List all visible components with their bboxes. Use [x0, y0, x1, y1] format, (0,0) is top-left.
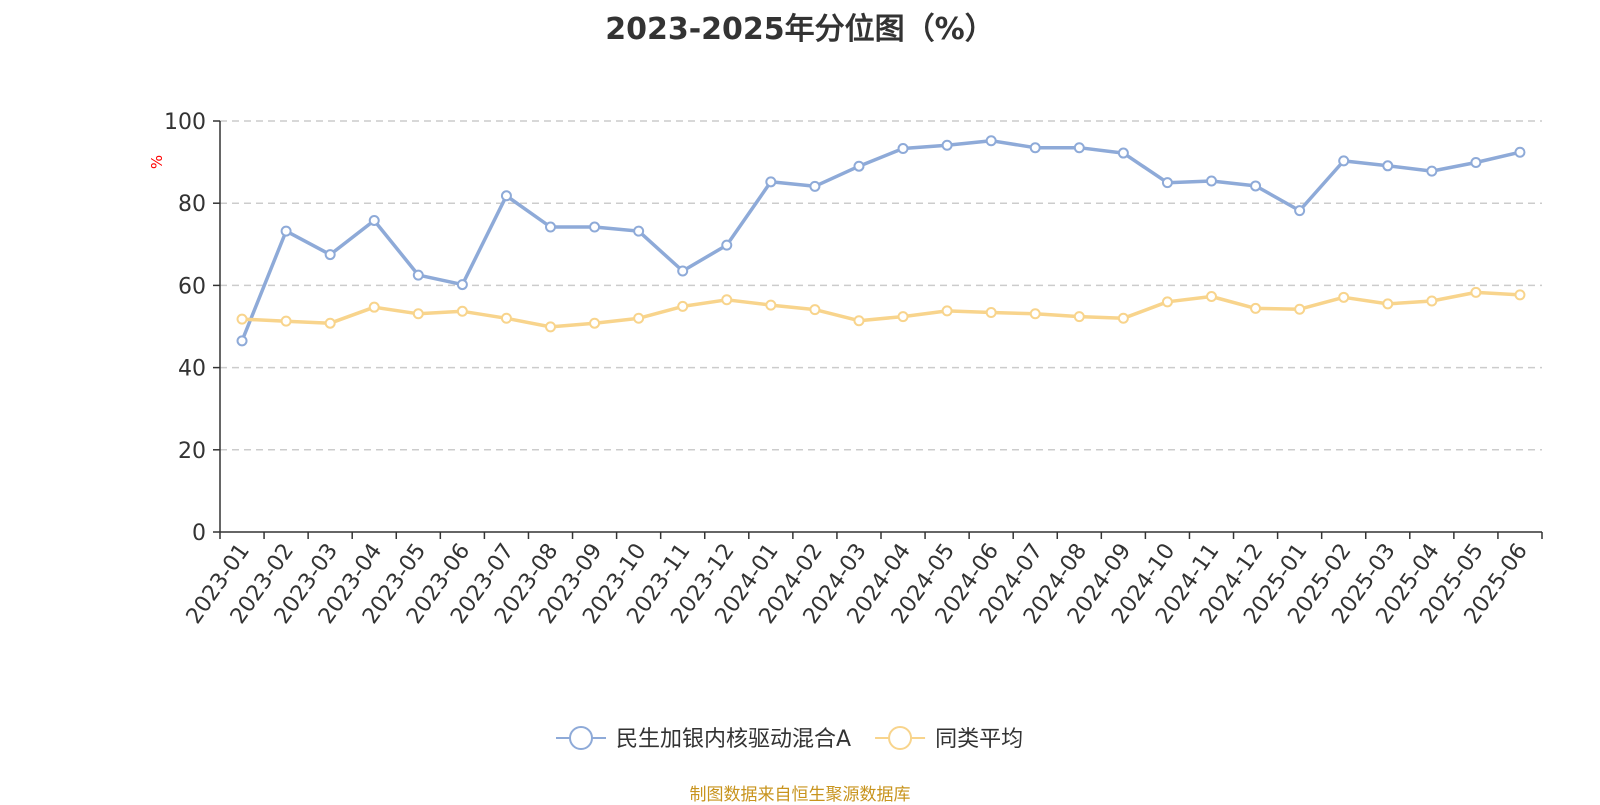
- series-line-1: [241, 290, 1521, 329]
- data-point[interactable]: [633, 225, 645, 237]
- data-point[interactable]: [589, 317, 601, 329]
- y-tick-label: 80: [178, 192, 206, 217]
- legend-item-1[interactable]: 同类平均: [875, 726, 1023, 752]
- data-point[interactable]: [985, 135, 997, 147]
- y-tick-label: 40: [178, 357, 206, 382]
- y-tick-label: 60: [178, 274, 206, 299]
- data-point[interactable]: [280, 225, 292, 237]
- series-lines: [236, 135, 1526, 347]
- data-point[interactable]: [1514, 146, 1526, 158]
- y-tick-label: 20: [178, 439, 206, 464]
- data-point[interactable]: [1382, 160, 1394, 172]
- data-point[interactable]: [1338, 291, 1350, 303]
- data-point[interactable]: [280, 315, 292, 327]
- data-point[interactable]: [324, 317, 336, 329]
- data-point[interactable]: [1117, 147, 1129, 159]
- legend-marker: [569, 726, 593, 750]
- data-point[interactable]: [853, 160, 865, 172]
- data-point[interactable]: [324, 249, 336, 261]
- data-point[interactable]: [1073, 311, 1085, 323]
- data-point[interactable]: [765, 176, 777, 188]
- data-point[interactable]: [1426, 295, 1438, 307]
- data-point[interactable]: [1161, 296, 1173, 308]
- data-point[interactable]: [897, 143, 909, 155]
- data-point[interactable]: [500, 312, 512, 324]
- data-point[interactable]: [1470, 286, 1482, 298]
- data-point[interactable]: [1382, 298, 1394, 310]
- data-point[interactable]: [1294, 205, 1306, 217]
- data-point[interactable]: [456, 305, 468, 317]
- data-point[interactable]: [412, 308, 424, 320]
- legend-item-0[interactable]: 民生加银内核驱动混合A: [556, 726, 851, 752]
- data-point[interactable]: [1029, 308, 1041, 320]
- data-point[interactable]: [809, 304, 821, 316]
- data-point[interactable]: [1073, 142, 1085, 154]
- data-point[interactable]: [941, 139, 953, 151]
- data-point[interactable]: [941, 305, 953, 317]
- data-point[interactable]: [853, 315, 865, 327]
- data-point[interactable]: [809, 180, 821, 192]
- data-point[interactable]: [545, 321, 556, 333]
- data-point[interactable]: [1470, 157, 1482, 169]
- data-point[interactable]: [1117, 312, 1129, 324]
- data-point[interactable]: [236, 313, 248, 325]
- data-point[interactable]: [1250, 302, 1262, 314]
- data-point[interactable]: [589, 221, 601, 233]
- data-point[interactable]: [456, 279, 468, 291]
- data-point[interactable]: [236, 335, 248, 347]
- legend-marker: [888, 726, 913, 750]
- legend-label: 民生加银内核驱动混合A: [616, 727, 851, 752]
- data-point[interactable]: [1294, 303, 1306, 315]
- data-point[interactable]: [1161, 177, 1173, 189]
- data-point[interactable]: [1338, 155, 1350, 167]
- data-point[interactable]: [677, 265, 689, 277]
- data-point[interactable]: [1206, 290, 1217, 302]
- series-line-0: [240, 138, 1521, 342]
- data-point[interactable]: [500, 190, 512, 202]
- data-point[interactable]: [545, 221, 556, 233]
- data-point[interactable]: [368, 301, 380, 313]
- data-point[interactable]: [1029, 142, 1041, 154]
- chart-title: 2023-2025年分位图（%）: [605, 12, 995, 47]
- data-point[interactable]: [368, 214, 380, 226]
- y-tick-label: 0: [192, 521, 206, 546]
- gridlines: [220, 120, 1542, 451]
- source-note: 制图数据来自恒生聚源数据库: [689, 785, 911, 805]
- data-point[interactable]: [1426, 165, 1438, 177]
- legend-label: 同类平均: [935, 727, 1023, 752]
- data-point[interactable]: [765, 299, 777, 311]
- data-point[interactable]: [721, 239, 733, 251]
- data-point[interactable]: [721, 294, 733, 306]
- data-point[interactable]: [897, 311, 909, 323]
- data-point[interactable]: [677, 300, 689, 312]
- data-point[interactable]: [1206, 175, 1217, 187]
- legend[interactable]: 民生加银内核驱动混合A 同类平均: [556, 726, 1023, 752]
- data-point[interactable]: [412, 269, 424, 281]
- data-point[interactable]: [633, 312, 645, 324]
- line-chart: 0204060801002023-012023-022023-032023-04…: [148, 110, 1543, 752]
- y-tick-label: 100: [164, 110, 206, 135]
- axes: 0204060801002023-012023-022023-032023-04…: [164, 110, 1543, 629]
- data-point[interactable]: [1250, 180, 1262, 192]
- data-point[interactable]: [1514, 289, 1526, 301]
- data-point[interactable]: [985, 307, 997, 319]
- y-axis-unit-label: %: [148, 155, 166, 169]
